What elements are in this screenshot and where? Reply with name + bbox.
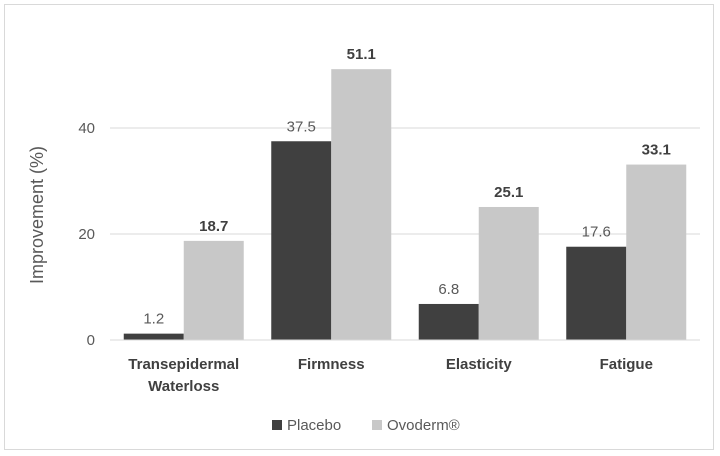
bar-ovoderm [331, 69, 392, 341]
data-label: 33.1 [642, 142, 671, 159]
data-label: 1.2 [143, 311, 164, 328]
x-tick-label: Elasticity [446, 356, 513, 373]
data-label: 25.1 [494, 184, 523, 201]
y-tick-label: 0 [87, 332, 95, 349]
bar-ovoderm [478, 206, 539, 340]
legend-label: Placebo [287, 417, 341, 434]
y-tick-label: 40 [78, 120, 95, 137]
x-tick-label: Transepidermal [128, 356, 239, 373]
data-label: 6.8 [438, 281, 459, 298]
bar-ovoderm [626, 164, 687, 340]
data-label: 18.7 [199, 218, 228, 235]
bar-placebo [566, 246, 627, 340]
bar-placebo [123, 333, 184, 340]
x-tick-label: Waterloss [148, 378, 219, 395]
x-tick-label: Firmness [298, 356, 365, 373]
data-label: 51.1 [347, 46, 376, 63]
y-tick-label: 20 [78, 226, 95, 243]
x-tick-label: Fatigue [600, 356, 653, 373]
bar-ovoderm [183, 240, 244, 340]
data-label: 17.6 [582, 224, 611, 241]
y-axis-label: Improvement (%) [27, 146, 47, 284]
legend-label: Ovoderm® [387, 417, 460, 434]
legend-swatch [372, 420, 382, 430]
data-label: 37.5 [287, 118, 316, 135]
bar-placebo [418, 303, 479, 340]
bar-placebo [271, 141, 332, 340]
legend-swatch [272, 420, 282, 430]
